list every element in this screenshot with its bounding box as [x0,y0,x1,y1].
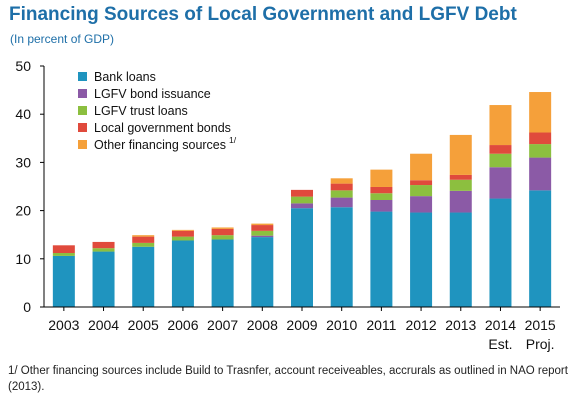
bar-segment [212,235,234,239]
bar-segment [489,199,511,307]
bar-segment [212,240,234,307]
bar-segment [53,253,75,256]
bar-segment [489,167,511,198]
bar-segment [251,224,273,225]
bar-segment [529,144,551,157]
x-axis: 2003 2004 2005 2006 2007 2008 2009 2010 2011 2012… [44,307,560,352]
bar-segment [410,213,432,307]
x-tick-label: 2012 [405,317,436,333]
legend-footnote-marker: 1/ [229,135,237,145]
bar-segment [53,256,75,307]
bar-segment [212,227,234,228]
bar-segment [450,135,472,175]
bar-segment [370,193,392,200]
bar-segment [410,185,432,196]
bar-segment [291,203,313,208]
bar-segment [251,231,273,236]
x-tick-label: 2008 [247,317,278,333]
bar-segment [172,230,194,231]
bar-segment [529,92,551,132]
x-tick-sublabel: Proj. [526,336,555,352]
x-tick-label: 2011 [366,317,396,333]
bar-segment [172,240,194,307]
legend: Bank loans LGFV bond issuance LGFV trust l… [78,70,237,152]
y-tick-label: 0 [23,299,31,315]
bar-segment [331,178,353,183]
x-tick-label: 2013 [445,317,476,333]
bar-segment [93,242,115,248]
bar-segment [251,225,273,231]
bar-segment [489,154,511,167]
legend-label: LGFV trust loans [94,104,188,118]
y-tick-label: 30 [15,154,31,170]
footnote: 1/ Other financing sources include Build… [8,363,574,395]
legend-swatch [78,123,87,132]
x-tick-label: 2005 [128,317,159,333]
y-tick-label: 40 [15,106,31,122]
bar-segment [370,170,392,187]
bar-segment [93,252,115,307]
x-tick-label: 2003 [48,317,79,333]
x-tick-label: 2004 [88,317,119,333]
bar-segment [450,191,472,213]
legend-label: Bank loans [94,70,156,84]
legend-label: Local government bonds [94,121,231,135]
bar-segment [93,248,115,251]
bar-segment [370,200,392,212]
y-tick-label: 20 [15,203,31,219]
y-tick-label: 50 [15,58,31,74]
bar-segment [370,212,392,307]
bar-segment [331,190,353,197]
x-tick-label: 2015 [525,317,556,333]
y-axis: 0 10 20 30 40 50 [15,58,44,315]
bar-segment [251,237,273,307]
bar-segment [529,190,551,307]
bar-segment [291,197,313,204]
bar-segment [331,184,353,191]
bar-segment [450,175,472,180]
bar-segment [291,190,313,197]
bar-segment [331,198,353,208]
x-tick-sublabel: Est. [488,336,512,352]
bar-segment [410,154,432,181]
bar-segment [53,245,75,253]
bar-segment [410,196,432,212]
bar-segment [450,180,472,191]
legend-swatch [78,140,87,149]
bar-segment [331,207,353,307]
bar-segment [489,105,511,145]
legend-swatch [78,72,87,81]
x-tick-label: 2009 [286,317,317,333]
bar-segment [132,237,154,243]
bar-segment [489,145,511,154]
bar-segment [212,229,234,235]
bar-segment [450,213,472,307]
stacked-bar-chart: 0 10 20 30 40 50 2003 2004 2005 2006 2007 2008 2009… [0,0,578,362]
bar-segment [172,231,194,237]
legend-swatch [78,106,87,115]
bar-segment [410,180,432,185]
x-tick-label: 2007 [207,317,238,333]
x-tick-label: 2014 [485,317,516,333]
legend-label: Other financing sources [94,138,226,152]
bar-segment [529,133,551,145]
bar-segment [291,208,313,307]
bar-segment [251,236,273,237]
bar-segment [529,158,551,191]
legend-swatch [78,89,87,98]
y-tick-label: 10 [15,251,31,267]
x-tick-label: 2010 [326,317,357,333]
bar-segment [132,243,154,247]
x-tick-label: 2006 [167,317,198,333]
bar-segment [370,187,392,193]
bar-segment [132,235,154,236]
legend-label: LGFV bond issuance [94,87,211,101]
bar-segment [172,237,194,241]
bar-segment [132,247,154,307]
